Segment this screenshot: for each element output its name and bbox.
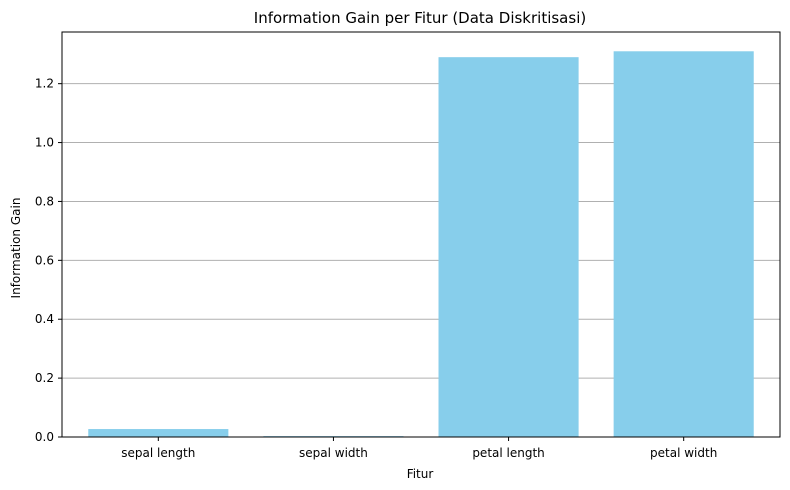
x-tick-label: petal length: [472, 446, 544, 460]
y-tick-label: 0.2: [35, 371, 54, 385]
y-tick-label: 0.0: [35, 430, 54, 444]
bars: [88, 51, 754, 438]
chart-title: Information Gain per Fitur (Data Diskrit…: [254, 9, 586, 27]
x-tick-label: sepal length: [121, 446, 195, 460]
y-axis-label: Information Gain: [9, 198, 23, 299]
y-tick-label: 0.8: [35, 194, 54, 208]
x-axis: sepal length sepal width petal length petal…: [121, 437, 717, 460]
x-axis-label: Fitur: [407, 467, 434, 481]
y-axis: 0.0 0.2 0.4 0.6 0.8 1.0 1.2: [35, 77, 62, 444]
x-tick-label: petal width: [650, 446, 717, 460]
axes-frame: [61, 31, 781, 438]
x-tick-label: sepal width: [299, 446, 368, 460]
y-tick-label: 0.4: [35, 312, 54, 326]
bar-petal-length: [438, 57, 579, 438]
bar-sepal-length: [88, 429, 229, 437]
bar-petal-width: [613, 51, 754, 438]
y-tick-label: 0.6: [35, 253, 54, 267]
y-tick-label: 1.2: [35, 77, 54, 91]
y-tick-label: 1.0: [35, 136, 54, 150]
